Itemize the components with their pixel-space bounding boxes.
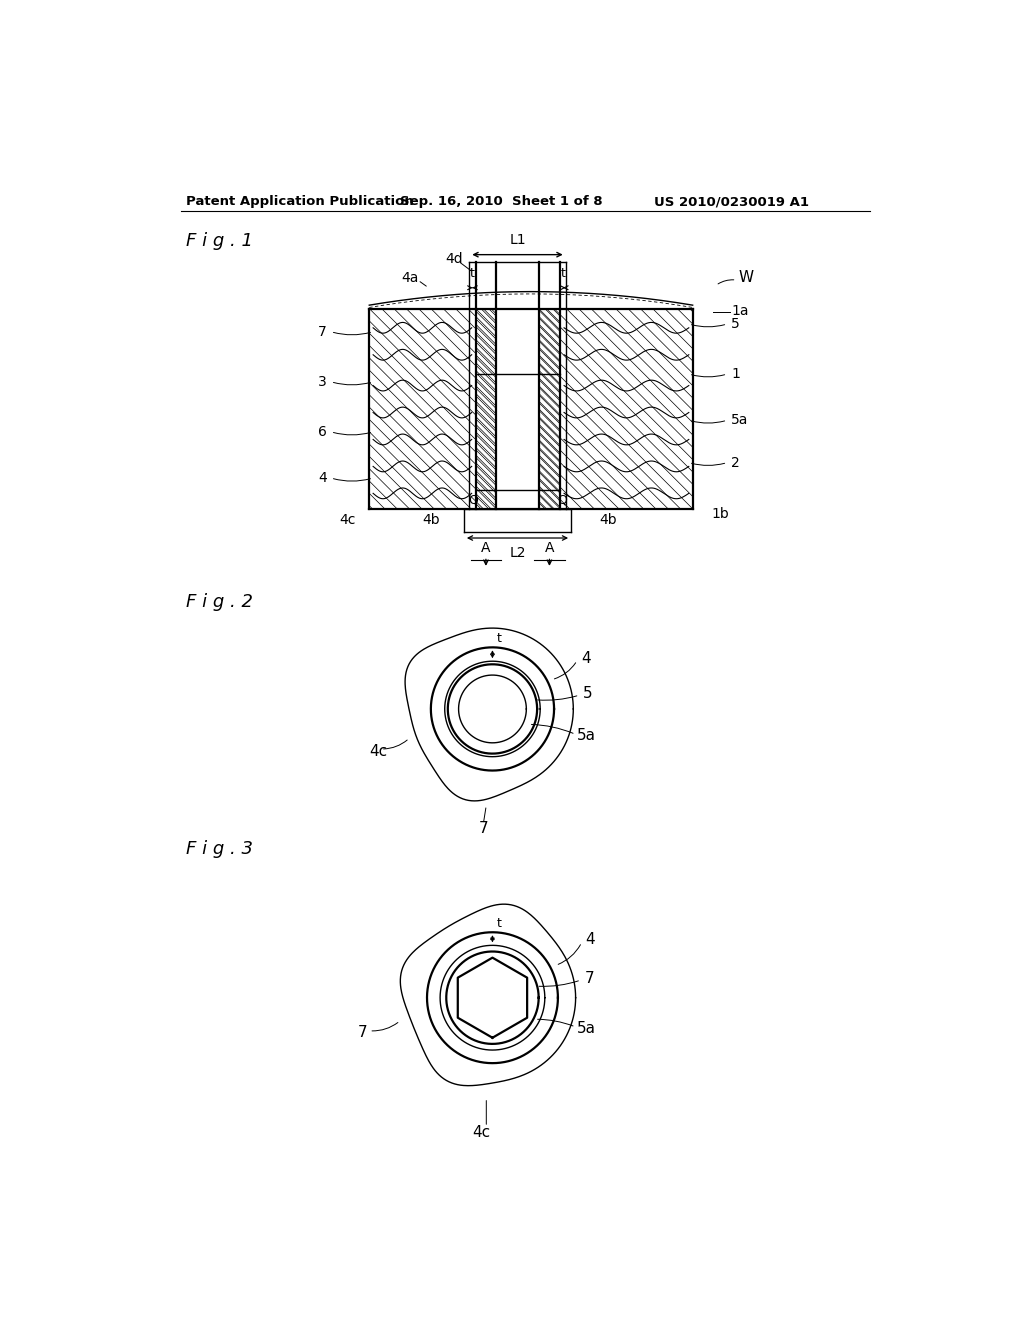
Text: 5: 5 <box>584 686 593 701</box>
Text: t: t <box>497 631 501 644</box>
Text: Patent Application Publication: Patent Application Publication <box>186 195 414 209</box>
Text: t: t <box>497 916 501 929</box>
Text: F i g . 3: F i g . 3 <box>186 840 253 858</box>
Text: 1a: 1a <box>731 304 749 318</box>
Text: W: W <box>739 271 754 285</box>
Text: t: t <box>560 267 565 280</box>
Text: Q: Q <box>557 494 567 507</box>
Text: 7: 7 <box>478 821 488 836</box>
Text: 4d: 4d <box>445 252 463 265</box>
Text: 4b: 4b <box>599 513 616 527</box>
Text: 5: 5 <box>731 317 740 331</box>
Text: Sep. 16, 2010  Sheet 1 of 8: Sep. 16, 2010 Sheet 1 of 8 <box>400 195 603 209</box>
Text: 7: 7 <box>357 1024 368 1040</box>
Text: F i g . 2: F i g . 2 <box>186 594 253 611</box>
Text: A: A <box>545 541 554 554</box>
Text: US 2010/0230019 A1: US 2010/0230019 A1 <box>654 195 809 209</box>
Text: F i g . 1: F i g . 1 <box>186 231 253 249</box>
Text: 3: 3 <box>318 375 327 388</box>
Text: 1b: 1b <box>712 507 730 521</box>
Text: L2: L2 <box>509 545 525 560</box>
Text: L1: L1 <box>509 232 525 247</box>
Text: 1: 1 <box>731 367 740 381</box>
Text: 5a: 5a <box>731 413 749 428</box>
Text: 4: 4 <box>581 651 591 667</box>
Text: 4c: 4c <box>370 743 387 759</box>
Text: 4: 4 <box>318 471 327 484</box>
Text: 4: 4 <box>585 932 595 948</box>
Text: 4b: 4b <box>422 513 439 527</box>
Text: 6: 6 <box>318 425 327 438</box>
Text: 4c: 4c <box>339 513 355 527</box>
Text: Q: Q <box>468 494 477 507</box>
Text: A: A <box>481 541 490 554</box>
Text: 7: 7 <box>318 325 327 339</box>
Text: 4c: 4c <box>472 1125 489 1140</box>
Text: t: t <box>470 267 475 280</box>
Text: 5a: 5a <box>578 1020 596 1036</box>
Text: 4a: 4a <box>401 271 419 285</box>
Text: 7: 7 <box>585 972 595 986</box>
Text: 5a: 5a <box>578 729 596 743</box>
Text: 2: 2 <box>731 455 740 470</box>
